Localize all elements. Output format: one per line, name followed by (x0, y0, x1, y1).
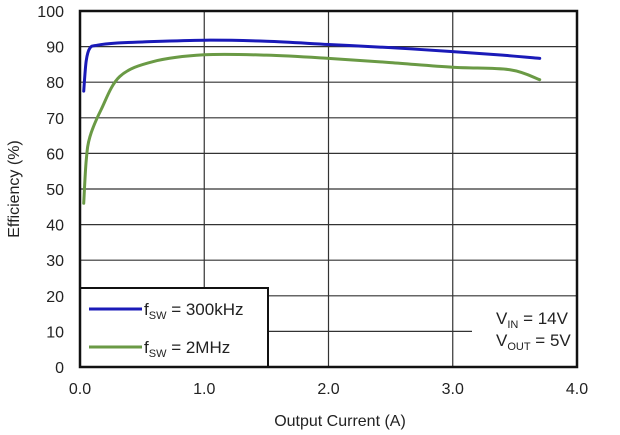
y-tick-label: 40 (46, 218, 64, 235)
x-tick-label: 3.0 (442, 381, 464, 398)
y-tick-label: 0 (55, 360, 64, 377)
y-tick-label: 100 (37, 4, 64, 21)
legend: fSW = 300kHz fSW = 2MHz (79, 287, 269, 368)
vout-label: VOUT = 5V (496, 331, 571, 353)
y-tick-label: 70 (46, 111, 64, 128)
tick-labels: 0 10 20 30 40 50 60 70 80 90 100 0.0 1.0 2.0 3.0 4.0 (37, 4, 588, 398)
x-tick-label: 0.0 (69, 381, 91, 398)
x-tick-label: 2.0 (317, 381, 339, 398)
x-axis-label: Output Current (A) (274, 413, 406, 430)
y-tick-label: 20 (46, 289, 64, 306)
y-tick-label: 50 (46, 182, 64, 199)
y-tick-label: 10 (46, 324, 64, 341)
legend-label-2mhz: fSW = 2MHz (144, 338, 230, 360)
x-tick-label: 1.0 (193, 381, 215, 398)
x-tick-label: 4.0 (566, 381, 588, 398)
series-lines (82, 38, 542, 205)
y-axis-label: Efficiency (%) (6, 140, 23, 238)
series-line-0 (82, 38, 542, 93)
conditions-annotation: VIN = 14V VOUT = 5V (472, 302, 576, 353)
y-tick-label: 80 (46, 75, 64, 92)
legend-label-300khz: fSW = 300kHz (144, 300, 243, 322)
y-tick-label: 30 (46, 253, 64, 270)
y-tick-label: 90 (46, 40, 64, 57)
vin-label: VIN = 14V (496, 309, 569, 331)
plot-frame (78, 9, 579, 369)
series-line-1 (82, 52, 542, 205)
y-tick-label: 60 (46, 146, 64, 163)
